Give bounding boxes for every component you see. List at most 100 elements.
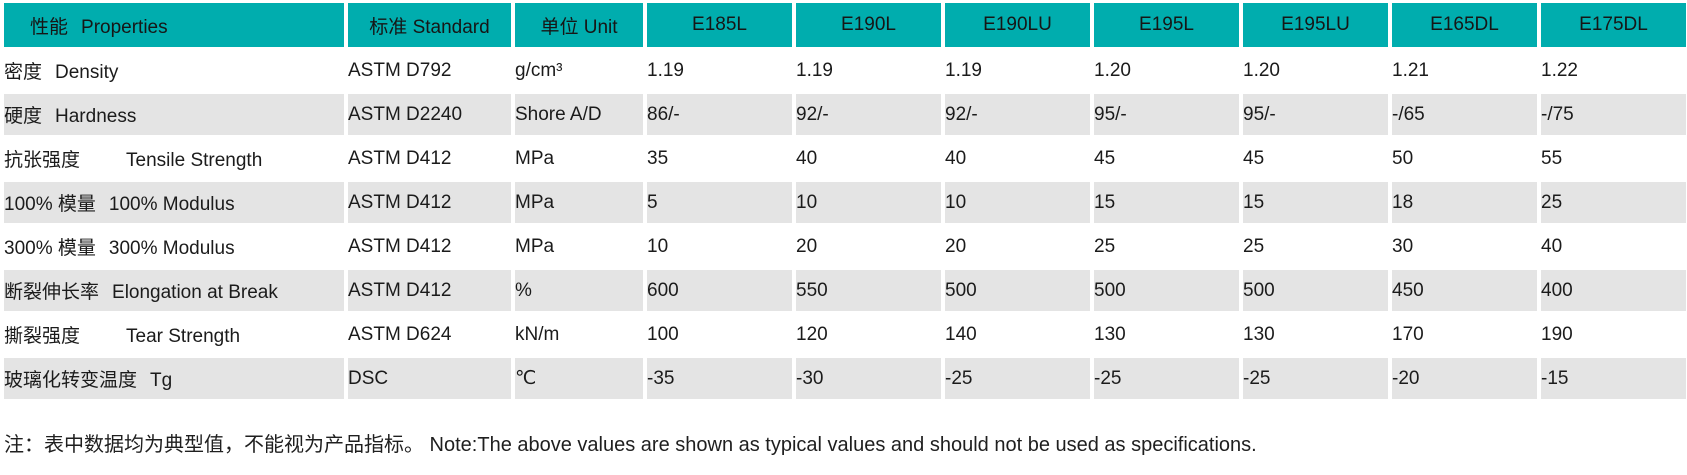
property-label-zh: 撕裂强度 xyxy=(4,326,81,347)
value-cell: 1.21 xyxy=(1392,50,1537,91)
value-cell: 10 xyxy=(945,182,1090,223)
value-cell: 1.19 xyxy=(647,50,792,91)
table-row: 玻璃化转变温度 Tg DSC ℃ -35 -30 -25 -25 -25 -20 -15 xyxy=(4,358,1686,399)
property-label-en: 300% Modulus xyxy=(108,238,235,259)
table-header-row: 性能 Properties 标准 Standard 单位 Unit E185L E1… xyxy=(4,3,1686,47)
standard-cell: ASTM D792 xyxy=(348,50,511,91)
property-label-cell: 100% 模量 100% Modulus xyxy=(4,182,344,223)
value-cell: -25 xyxy=(1243,358,1388,399)
value-cell: 40 xyxy=(796,138,941,179)
unit-cell: MPa xyxy=(515,182,643,223)
property-label-cell: 300% 模量 300% Modulus xyxy=(4,226,344,267)
column-header-grade: E185L xyxy=(647,3,792,47)
property-label-zh: 玻璃化转变温度 xyxy=(4,370,138,391)
property-label-zh: 抗张强度 xyxy=(4,150,81,171)
unit-cell: Shore A/D xyxy=(515,94,643,135)
value-cell: 18 xyxy=(1392,182,1537,223)
property-label-en: Elongation at Break xyxy=(112,282,278,303)
column-header-grade: E190L xyxy=(796,3,941,47)
property-label-cell: 断裂伸长率 Elongation at Break xyxy=(4,270,344,311)
unit-cell: ℃ xyxy=(515,358,643,399)
column-header-standard: 标准 Standard xyxy=(348,3,511,47)
value-cell: 25 xyxy=(1243,226,1388,267)
unit-cell: % xyxy=(515,270,643,311)
property-label-cell: 玻璃化转变温度 Tg xyxy=(4,358,344,399)
value-cell: 25 xyxy=(1094,226,1239,267)
unit-cell: kN/m xyxy=(515,314,643,355)
footnote: 注：表中数据均为典型值，不能视为产品指标。 Note:The above val… xyxy=(4,434,1257,456)
value-cell: 40 xyxy=(945,138,1090,179)
value-cell: -15 xyxy=(1541,358,1686,399)
value-cell: 450 xyxy=(1392,270,1537,311)
column-header-properties-en: Properties xyxy=(81,16,168,38)
value-cell: 130 xyxy=(1243,314,1388,355)
property-label-en: Hardness xyxy=(55,106,137,127)
property-label-zh: 300% 模量 xyxy=(4,238,96,259)
standard-cell: ASTM D412 xyxy=(348,270,511,311)
value-cell: 15 xyxy=(1094,182,1239,223)
value-cell: 1.20 xyxy=(1243,50,1388,91)
value-cell: 15 xyxy=(1243,182,1388,223)
column-header-properties-zh: 性能 xyxy=(30,16,69,38)
unit-cell: MPa xyxy=(515,138,643,179)
value-cell: 86/- xyxy=(647,94,792,135)
value-cell: -30 xyxy=(796,358,941,399)
property-label-cell: 密度 Density xyxy=(4,50,344,91)
value-cell: 550 xyxy=(796,270,941,311)
table-row: 抗张强度 Tensile Strength ASTM D412 MPa 35 40 4… xyxy=(4,138,1686,179)
value-cell: -35 xyxy=(647,358,792,399)
property-label-zh: 100% 模量 xyxy=(4,194,96,215)
table-body: 密度 Density ASTM D792 g/cm³ 1.19 1.19 1.19 1.… xyxy=(4,50,1686,399)
value-cell: 500 xyxy=(945,270,1090,311)
table-row: 100% 模量 100% Modulus ASTM D412 MPa 5 10 10 1… xyxy=(4,182,1686,223)
value-cell: 600 xyxy=(647,270,792,311)
value-cell: 45 xyxy=(1243,138,1388,179)
value-cell: 500 xyxy=(1243,270,1388,311)
value-cell: 100 xyxy=(647,314,792,355)
value-cell: 5 xyxy=(647,182,792,223)
value-cell: 140 xyxy=(945,314,1090,355)
property-label-zh: 断裂伸长率 xyxy=(4,282,100,303)
value-cell: 20 xyxy=(945,226,1090,267)
value-cell: 20 xyxy=(796,226,941,267)
value-cell: 190 xyxy=(1541,314,1686,355)
value-cell: 1.19 xyxy=(796,50,941,91)
table-row: 断裂伸长率 Elongation at Break ASTM D412 % 600… xyxy=(4,270,1686,311)
value-cell: 120 xyxy=(796,314,941,355)
table-row: 密度 Density ASTM D792 g/cm³ 1.19 1.19 1.19 1.… xyxy=(4,50,1686,91)
property-label-en: Tear Strength xyxy=(126,326,241,347)
property-label-cell: 硬度 Hardness xyxy=(4,94,344,135)
value-cell: 95/- xyxy=(1094,94,1239,135)
value-cell: 1.19 xyxy=(945,50,1090,91)
standard-cell: ASTM D412 xyxy=(348,226,511,267)
value-cell: 50 xyxy=(1392,138,1537,179)
property-label-en: Tensile Strength xyxy=(126,150,263,171)
standard-cell: ASTM D624 xyxy=(348,314,511,355)
value-cell: 92/- xyxy=(796,94,941,135)
property-label-en: 100% Modulus xyxy=(108,194,235,215)
value-cell: 95/- xyxy=(1243,94,1388,135)
property-label-cell: 撕裂强度 Tear Strength xyxy=(4,314,344,355)
unit-cell: g/cm³ xyxy=(515,50,643,91)
value-cell: 170 xyxy=(1392,314,1537,355)
value-cell: 40 xyxy=(1541,226,1686,267)
value-cell: 25 xyxy=(1541,182,1686,223)
property-label-zh: 密度 xyxy=(4,62,43,83)
value-cell: 35 xyxy=(647,138,792,179)
table-row: 撕裂强度 Tear Strength ASTM D624 kN/m 100 120 1… xyxy=(4,314,1686,355)
column-header-grade: E190LU xyxy=(945,3,1090,47)
table-row: 300% 模量 300% Modulus ASTM D412 MPa 10 20 20… xyxy=(4,226,1686,267)
column-header-grade: E175DL xyxy=(1541,3,1686,47)
value-cell: -25 xyxy=(945,358,1090,399)
column-header-grade: E195L xyxy=(1094,3,1239,47)
value-cell: -/75 xyxy=(1541,94,1686,135)
column-header-unit: 单位 Unit xyxy=(515,3,643,47)
value-cell: 1.20 xyxy=(1094,50,1239,91)
standard-cell: ASTM D412 xyxy=(348,182,511,223)
value-cell: 500 xyxy=(1094,270,1239,311)
column-header-properties: 性能 Properties xyxy=(4,3,344,47)
property-label-cell: 抗张强度 Tensile Strength xyxy=(4,138,344,179)
standard-cell: ASTM D2240 xyxy=(348,94,511,135)
unit-cell: MPa xyxy=(515,226,643,267)
value-cell: 10 xyxy=(796,182,941,223)
